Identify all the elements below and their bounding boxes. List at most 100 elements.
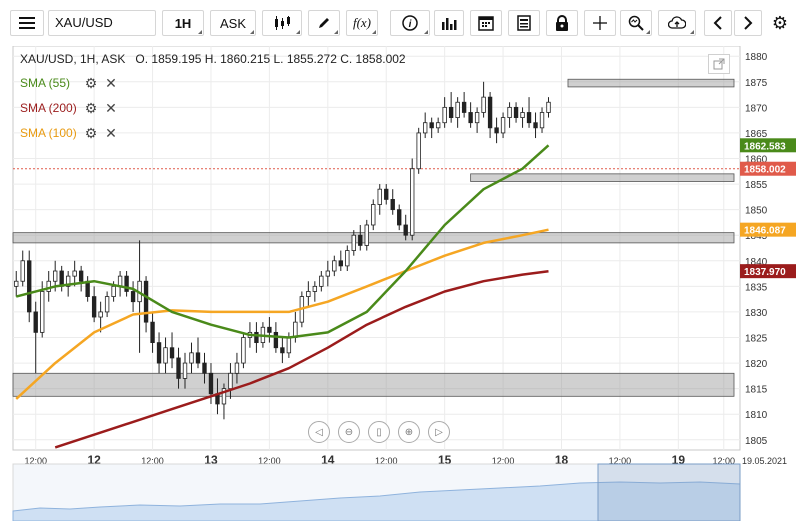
candle-down	[33, 311, 38, 333]
timeframe-label: 1H	[174, 15, 192, 31]
indicator-sma200: SMA (200) ⚙ ✕	[20, 101, 118, 115]
settings-button[interactable]: ⚙	[766, 10, 794, 36]
candle-up	[104, 296, 110, 313]
gear-icon[interactable]: ⚙	[84, 125, 98, 141]
candle-up	[546, 101, 551, 113]
indicator-sma100-label: SMA (100)	[20, 126, 77, 140]
volume-button[interactable]	[434, 10, 464, 36]
triangle-right-icon: ▷	[435, 426, 443, 438]
candle-down	[280, 347, 285, 354]
price-label: 1858.002	[744, 165, 786, 176]
candle-down	[448, 106, 454, 118]
price-label: 1837.970	[744, 267, 786, 278]
calendar-button[interactable]	[470, 10, 502, 36]
y-tick-label: 1880	[745, 52, 768, 63]
info-icon: i	[402, 15, 418, 31]
sma200-line	[54, 269, 549, 449]
scroll-forward-button[interactable]: ▷	[428, 421, 450, 443]
scroll-left-button[interactable]	[704, 10, 732, 36]
sma100-line	[15, 228, 549, 400]
info-button[interactable]: i	[390, 10, 430, 36]
candle-up	[377, 188, 382, 205]
crosshair-button[interactable]	[584, 10, 616, 36]
candle-up	[306, 291, 311, 297]
candle-up	[325, 270, 331, 277]
gear-icon: ⚙	[771, 13, 789, 33]
function-icon: f(x)	[352, 15, 372, 30]
expand-button[interactable]	[708, 54, 730, 74]
candle-up	[520, 112, 525, 118]
news-icon	[517, 15, 531, 31]
price-type-label: ASK	[219, 15, 246, 31]
drawing-button[interactable]	[308, 10, 340, 36]
upload-button[interactable]	[658, 10, 696, 36]
x-tick-label: 12:00	[609, 456, 632, 466]
candle-down	[208, 372, 214, 395]
candle-down	[124, 275, 129, 292]
candle-up	[189, 352, 194, 364]
x-end-label: 19.05.2021	[742, 456, 787, 466]
scroll-right-button[interactable]	[734, 10, 762, 36]
candle-up	[351, 234, 356, 251]
moving-averages	[15, 144, 550, 449]
candle-down	[156, 342, 162, 364]
close-icon[interactable]: ✕	[105, 125, 117, 141]
candle-up	[14, 280, 19, 287]
candle-up	[371, 204, 376, 226]
price-axis: 1805 1810 1815 1820 1825 1830 1835 1840 1845 1850…	[745, 52, 768, 447]
price-label-bg	[740, 161, 796, 176]
candle-up	[228, 372, 233, 390]
candle-down	[267, 326, 272, 333]
y-tick-label: 1860	[745, 155, 768, 166]
candle-up	[410, 168, 415, 236]
candle-down	[143, 280, 149, 323]
candle-up	[455, 101, 460, 118]
calendar-icon	[478, 16, 494, 31]
reset-icon: ▯	[376, 426, 382, 438]
candle-up	[364, 224, 369, 246]
gear-icon[interactable]: ⚙	[84, 100, 98, 116]
symbol-line: XAU/USD, 1H, ASK	[20, 52, 126, 66]
reset-view-button[interactable]: ▯	[368, 421, 390, 443]
symbol-input[interactable]: XAU/USD	[48, 10, 156, 36]
chart-area[interactable]: 1805 1810 1815 1820 1825 1830 1835 1840 1845 1850…	[0, 46, 802, 521]
candle-down	[533, 122, 538, 129]
candle-up	[40, 291, 45, 333]
price-chart[interactable]: 1805 1810 1815 1820 1825 1830 1835 1840 1845 1850…	[0, 46, 802, 521]
chevron-left-icon	[713, 16, 722, 30]
indicators-button[interactable]: f(x)	[346, 10, 378, 36]
lock-button[interactable]	[546, 10, 578, 36]
close-icon[interactable]: ✕	[105, 100, 117, 116]
candle-up	[65, 275, 71, 287]
x-tick-label: 12:00	[141, 456, 164, 466]
zoom-out-button[interactable]: ⊖	[338, 421, 360, 443]
y-tick-label: 1830	[745, 308, 768, 319]
price-label-bg	[740, 222, 796, 237]
candle-up	[319, 275, 324, 287]
candle-down	[494, 127, 499, 134]
menu-button[interactable]	[10, 10, 44, 36]
scroll-back-button[interactable]: ◁	[308, 421, 330, 443]
zoom-button[interactable]	[620, 10, 652, 36]
close-icon[interactable]: ✕	[105, 75, 117, 91]
y-tick-label: 1870	[745, 103, 768, 114]
candle-up	[53, 270, 58, 282]
candle-up	[416, 132, 421, 170]
zoom-icon	[628, 15, 644, 31]
navigator-series	[12, 481, 741, 521]
price-type-select[interactable]: ASK	[210, 10, 256, 36]
y-tick-label: 1820	[745, 359, 768, 370]
hamburger-icon	[19, 17, 35, 29]
gear-icon[interactable]: ⚙	[84, 75, 98, 91]
ohlc-values: O. 1859.195 H. 1860.215 L. 1855.272 C. 1…	[135, 52, 406, 66]
candle-down	[59, 270, 64, 287]
candle-down	[176, 357, 181, 379]
pencil-icon	[319, 18, 329, 28]
candle-up	[111, 285, 116, 297]
news-button[interactable]	[508, 10, 540, 36]
zoom-out-icon: ⊖	[344, 426, 354, 438]
chart-type-button[interactable]	[262, 10, 302, 36]
timeframe-select[interactable]: 1H	[162, 10, 204, 36]
candle-up	[182, 362, 188, 379]
zoom-in-button[interactable]: ⊕	[398, 421, 420, 443]
